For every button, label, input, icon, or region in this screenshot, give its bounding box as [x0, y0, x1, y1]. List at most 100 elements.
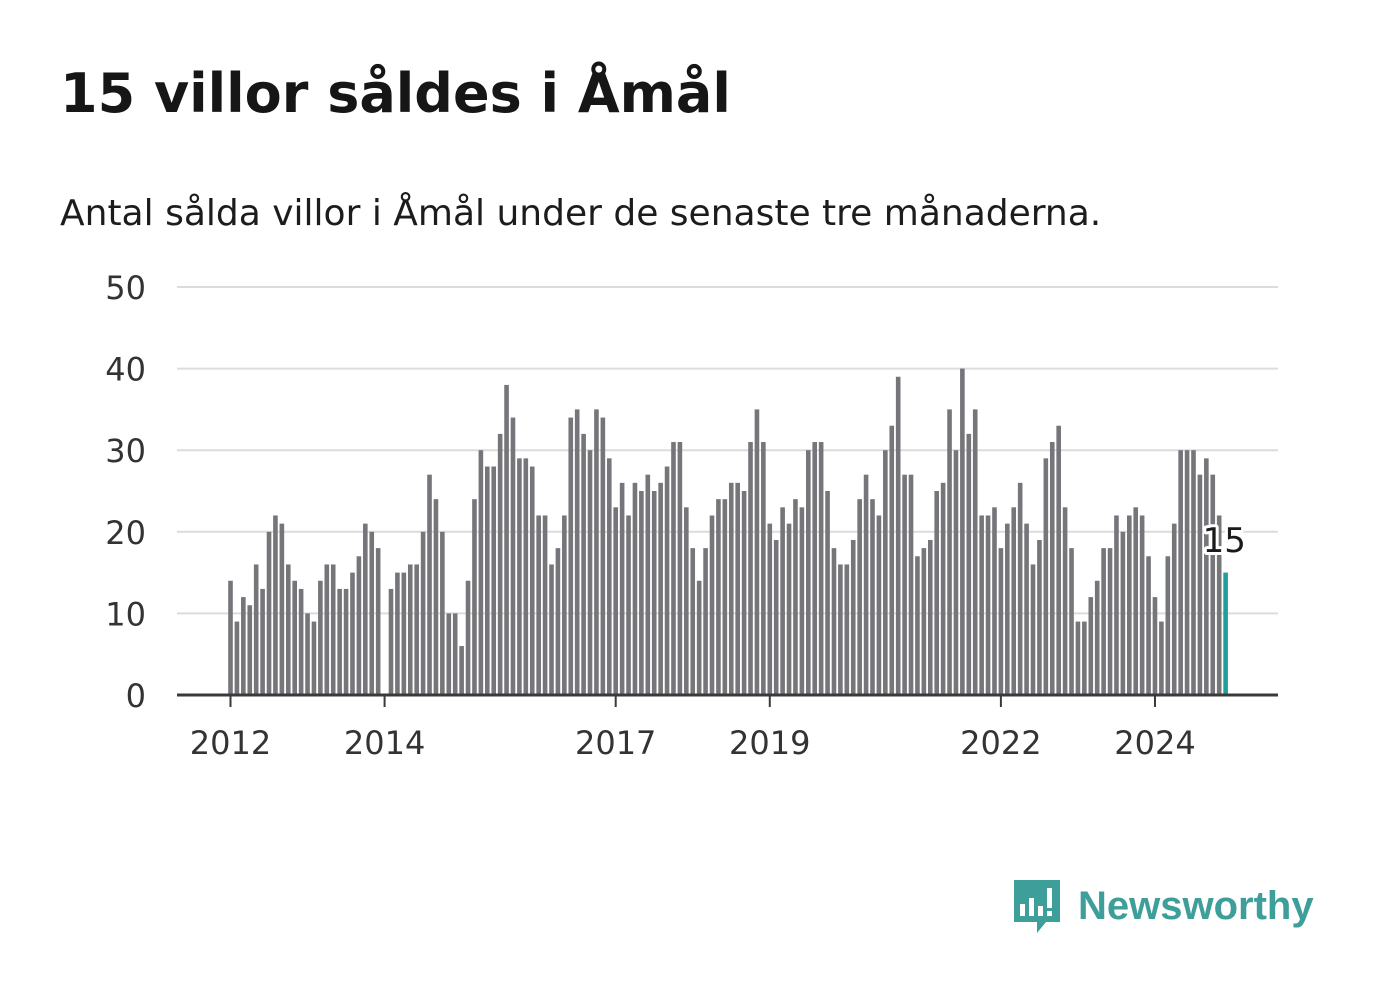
bar [324, 564, 330, 695]
bar [568, 417, 574, 695]
x-tick-label: 2014 [344, 724, 425, 762]
bar [241, 597, 246, 695]
bar [606, 458, 612, 695]
bar [311, 621, 317, 695]
bar [1075, 621, 1081, 695]
bar [812, 442, 818, 695]
bar [838, 564, 843, 695]
bar [806, 450, 811, 695]
bar [536, 515, 541, 695]
bar [915, 556, 920, 695]
bar-latest [1223, 572, 1228, 695]
bar [292, 580, 297, 695]
y-tick-label: 20 [105, 514, 146, 552]
brand-name: Newsworthy [1078, 883, 1314, 928]
bar [594, 409, 599, 695]
bar [266, 531, 272, 695]
bar [902, 474, 907, 695]
y-tick-label: 30 [105, 432, 146, 470]
bar [1133, 507, 1139, 695]
bar [651, 491, 657, 695]
bar [420, 531, 426, 695]
bar [927, 539, 933, 695]
bar [626, 515, 631, 695]
bar [780, 507, 785, 695]
bar [632, 482, 638, 695]
bar [716, 499, 721, 695]
bar [1191, 450, 1196, 695]
bar [979, 515, 984, 695]
bar [1094, 580, 1100, 695]
bar [433, 499, 439, 695]
bar [639, 491, 644, 695]
bar [793, 499, 798, 695]
bar [613, 507, 618, 695]
bar [1030, 564, 1036, 695]
bar [960, 368, 965, 695]
bar [427, 474, 432, 695]
bar [825, 491, 830, 695]
bar [574, 409, 580, 695]
bar [684, 507, 689, 695]
bar [549, 564, 554, 695]
bar [375, 548, 381, 695]
bar [1127, 515, 1132, 695]
bar [337, 588, 342, 695]
bar [452, 613, 458, 695]
bar [1043, 458, 1049, 695]
bar [1146, 556, 1151, 695]
bar [485, 466, 490, 695]
bar [773, 539, 779, 695]
bar [947, 409, 952, 695]
bar [1024, 523, 1029, 695]
bar [305, 613, 310, 695]
x-tick-label: 2019 [729, 724, 810, 762]
bar [497, 433, 503, 695]
bar [1152, 597, 1158, 695]
bar [883, 450, 888, 695]
bar [555, 548, 561, 695]
bar [459, 646, 464, 695]
bar [465, 580, 471, 695]
chart-subtitle: Antal sålda villor i Åmål under de senas… [60, 193, 1102, 234]
bar [1216, 515, 1222, 695]
bar [285, 564, 291, 695]
bar [818, 442, 824, 695]
bar [786, 523, 792, 695]
bar [690, 548, 696, 695]
bar [1082, 621, 1087, 695]
bar [504, 384, 509, 695]
bar [857, 499, 862, 695]
bar [260, 588, 265, 695]
bar [298, 588, 304, 695]
bar [330, 564, 336, 695]
bar [754, 409, 760, 695]
bar [889, 425, 895, 695]
brand-logo: Newsworthy [1010, 876, 1314, 936]
y-tick-label: 10 [105, 595, 146, 633]
bar [1049, 442, 1055, 695]
bar [722, 499, 728, 695]
bar [446, 613, 452, 695]
bar [799, 507, 805, 695]
bar [1011, 507, 1017, 695]
bar [1017, 482, 1023, 695]
bar [388, 588, 394, 695]
bar [318, 580, 323, 695]
bar [1069, 548, 1074, 695]
bar [401, 572, 407, 695]
bar [273, 515, 278, 695]
bar [587, 450, 593, 695]
bar [1197, 474, 1203, 695]
bar [234, 621, 240, 695]
bar [850, 539, 856, 695]
bar [671, 442, 676, 695]
x-tick-label: 2024 [1114, 724, 1195, 762]
bar [228, 580, 233, 695]
bar [1139, 515, 1145, 695]
bar [619, 482, 625, 695]
bar [1114, 515, 1119, 695]
bar [414, 564, 419, 695]
bar [279, 523, 285, 695]
